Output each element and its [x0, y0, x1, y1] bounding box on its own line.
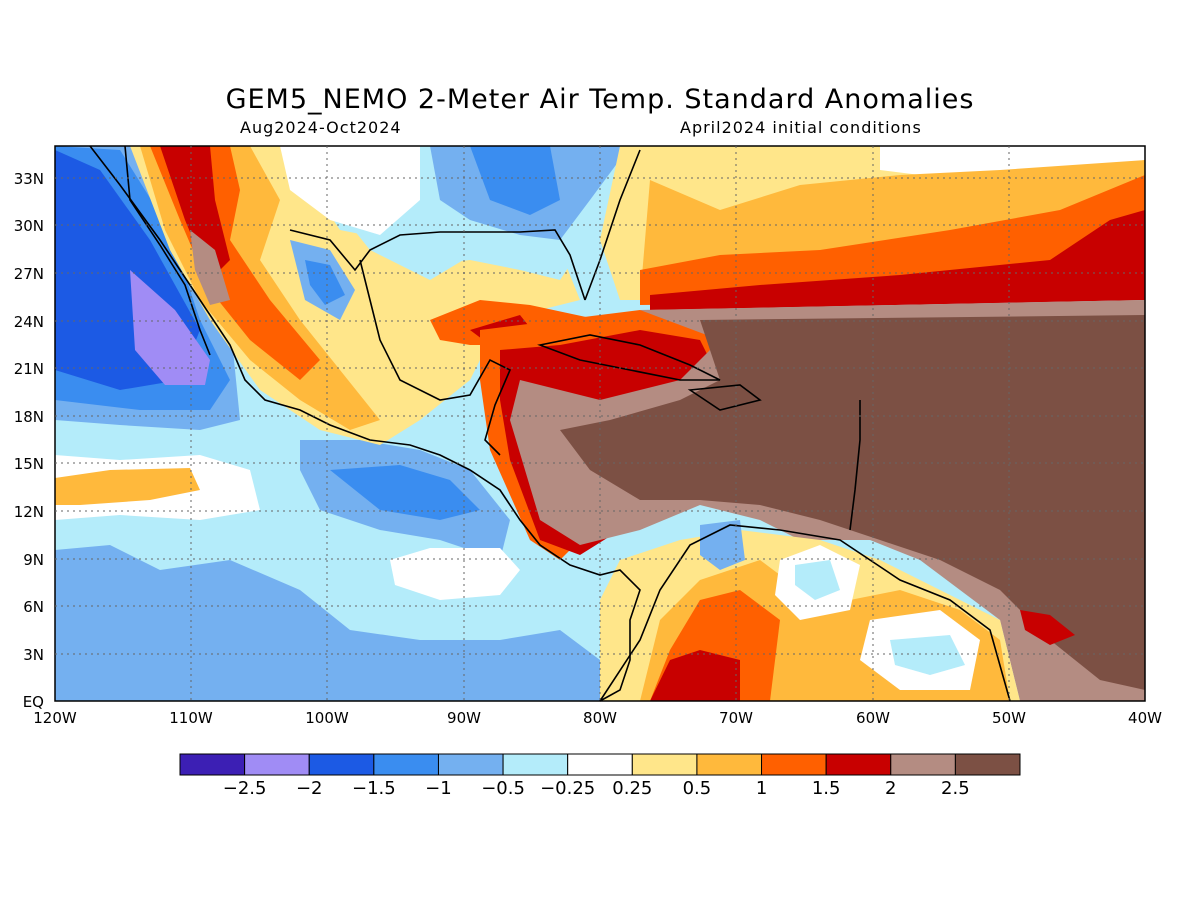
baja-coldest [130, 270, 210, 385]
lat-label: 33N [14, 170, 44, 188]
colorbar-swatch [954, 753, 1021, 776]
lat-label: 6N [23, 598, 44, 616]
coastlines [89, 145, 1011, 702]
anomaly-field [55, 146, 1145, 701]
atlantic-white-north [880, 146, 1145, 180]
colorbar-swatch [825, 753, 892, 776]
colorbar-label: 0.5 [683, 778, 712, 799]
colorbar-swatch [437, 753, 504, 776]
hispaniola [687, 384, 762, 411]
gulf-coast [289, 229, 586, 301]
south-america-warm-peak [650, 650, 740, 701]
lon-label: 90W [447, 709, 481, 727]
colorbar-label: −2 [296, 778, 323, 799]
atlantic-coast [584, 149, 641, 301]
white-patch-pacific [390, 548, 520, 600]
colorbar-swatch [761, 753, 827, 776]
colorbar-label: 1.5 [812, 778, 841, 799]
colorbar-label: 2.5 [941, 778, 970, 799]
initial-conditions: April2024 initial conditions [680, 118, 922, 137]
colorbar: −2.5 −2 −1.5 −1 −0.5 −0.25 0.25 0.5 1 1.5 2 2.5 [179, 753, 1021, 799]
east-atlantic-warm-pocket [1020, 610, 1075, 645]
lat-label: 21N [14, 360, 44, 378]
colorbar-swatch [373, 753, 439, 776]
lat-axis: 33N 30N 27N 24N 21N 18N 15N 12N 9N 6N 3N… [14, 170, 44, 711]
mexico-extreme [190, 230, 230, 305]
lat-label: 27N [14, 265, 44, 283]
colorbar-label: 0.25 [612, 778, 652, 799]
mexico-gulf-coast [359, 259, 512, 456]
lat-label: 15N [14, 455, 44, 473]
south-america-north-coast [599, 524, 1011, 702]
lon-label: 120W [33, 709, 77, 727]
lon-label: 60W [856, 709, 890, 727]
colorbar-swatch [179, 753, 246, 776]
mexico-warm-peak [160, 146, 230, 280]
colorbar-label: −1.5 [352, 778, 396, 799]
se-usa-cool-core [470, 146, 560, 215]
colorbar-swatch [502, 753, 569, 776]
lon-axis: 120W 110W 100W 90W 80W 70W 60W 50W 40W [33, 709, 1162, 727]
gridlines [55, 146, 1145, 701]
valid-period: Aug2024-Oct2024 [240, 118, 402, 137]
lon-label: 100W [305, 709, 349, 727]
colorbar-swatch [567, 753, 633, 776]
lon-label: 110W [169, 709, 213, 727]
mexico-cool-pocket-core [305, 260, 345, 305]
atlantic-warm-4 [650, 210, 1145, 310]
colorbar-label: −0.25 [540, 778, 595, 799]
colorbar-label: −1 [425, 778, 452, 799]
colorbar-swatch [244, 753, 310, 776]
lat-label: 24N [14, 313, 44, 331]
lesser-antilles [849, 400, 861, 531]
colorbar-label: −2.5 [223, 778, 267, 799]
lon-label: 40W [1128, 709, 1162, 727]
lon-label: 50W [992, 709, 1026, 727]
colorbar-swatch [631, 753, 698, 776]
cuba [537, 334, 721, 381]
pacific-coast-north-america [89, 145, 641, 702]
lon-label: 70W [719, 709, 753, 727]
south-america-cool [795, 560, 840, 600]
baja-peninsula [124, 145, 211, 356]
colorbar-swatch [890, 753, 956, 776]
lat-label: EQ [23, 693, 44, 711]
lat-label: 30N [14, 217, 44, 235]
caribbean-anomaly-core [560, 315, 1145, 690]
lon-label: 80W [583, 709, 617, 727]
lat-label: 3N [23, 646, 44, 664]
far-west-warm-core [55, 468, 200, 505]
lat-label: 9N [23, 551, 44, 569]
colorbar-label: 2 [885, 778, 896, 799]
colorbar-label: −0.5 [481, 778, 525, 799]
lat-label: 18N [14, 408, 44, 426]
maracaibo-cool [700, 520, 745, 570]
lat-label: 12N [14, 503, 44, 521]
guiana-cool [890, 635, 965, 675]
colorbar-label: 1 [756, 778, 767, 799]
map-title: GEM5_NEMO 2-Meter Air Temp. Standard Ano… [225, 84, 975, 115]
colorbar-swatch [308, 753, 375, 776]
colorbar-swatch [696, 753, 763, 776]
texas-white [280, 146, 420, 235]
pacific-coast-cool-core [330, 465, 480, 520]
